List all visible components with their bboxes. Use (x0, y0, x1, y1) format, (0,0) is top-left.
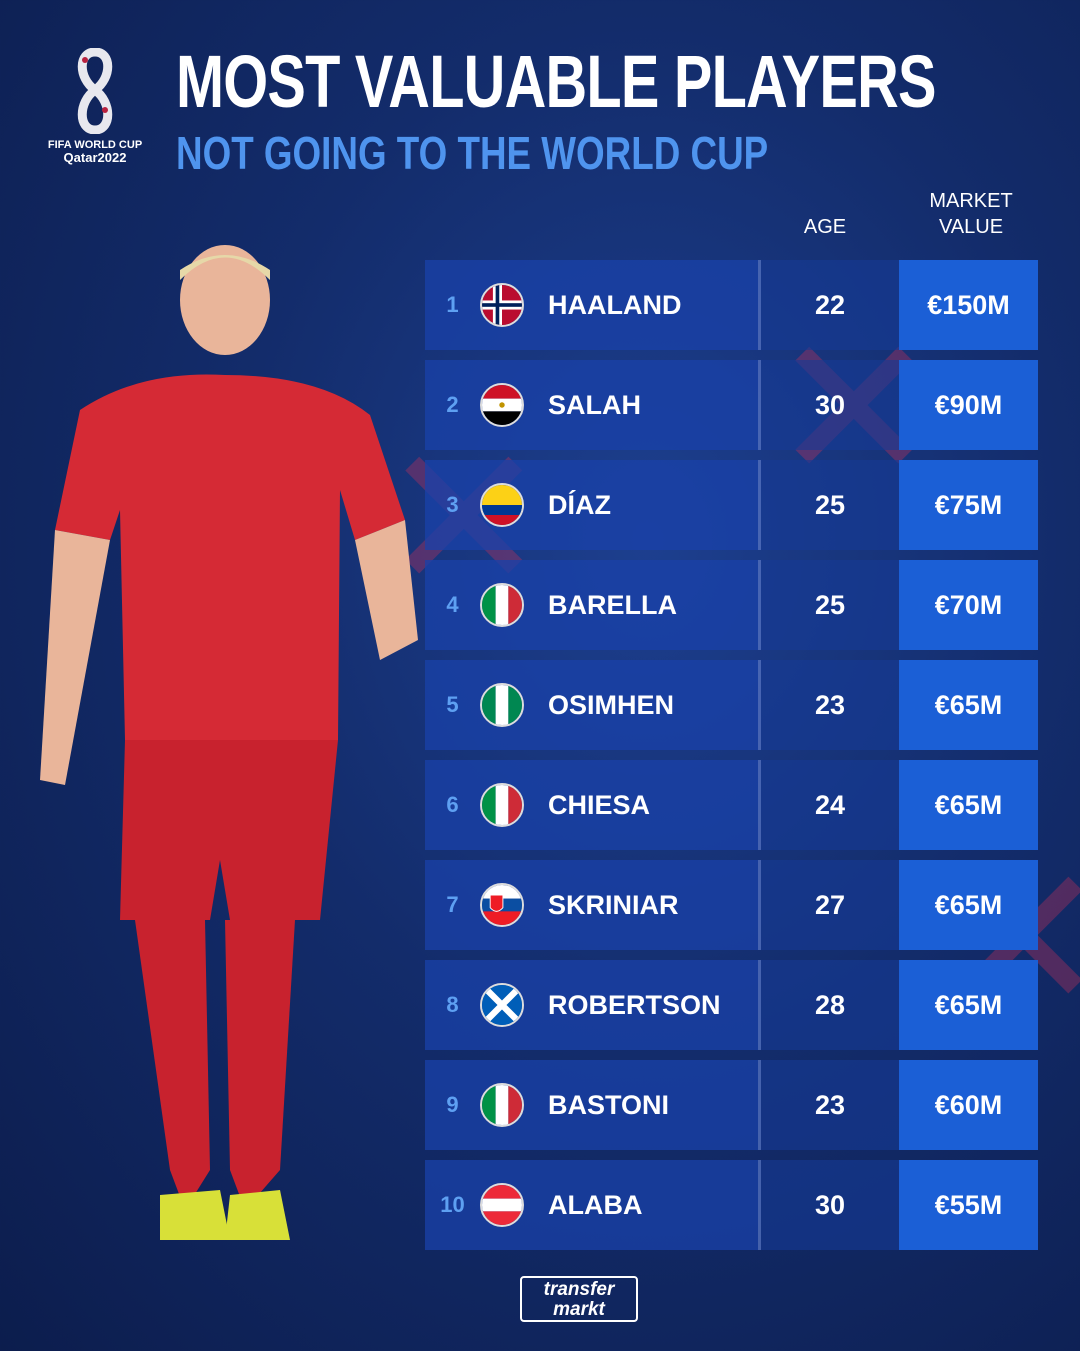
table-row: 10 ALABA 30 €55M (425, 1160, 1038, 1250)
page-subtitle: NOT GOING TO THE WORLD CUP (176, 127, 769, 179)
market-value-cell: €65M (899, 660, 1038, 750)
market-value-cell: €60M (899, 1060, 1038, 1150)
player-name: BASTONI (548, 1089, 670, 1120)
player-cell: 5 OSIMHEN (425, 660, 761, 750)
austria-flag-icon (480, 1183, 524, 1227)
market-value-cell: €70M (899, 560, 1038, 650)
table-row: 3 DÍAZ 25 €75M (425, 460, 1038, 550)
age-cell: 28 (761, 960, 899, 1050)
player-name: HAALAND (548, 289, 682, 320)
player-name: CHIESA (548, 789, 651, 820)
table-row: 2 SALAH 30 €90M (425, 360, 1038, 450)
nigeria-flag-icon (480, 683, 524, 727)
player-cell: 10 ALABA (425, 1160, 761, 1250)
player-photo (40, 245, 418, 1240)
tm-logo-line1: transfer (543, 1279, 615, 1300)
logo-text-2: Qatar2022 (63, 150, 127, 165)
tm-logo-line2: markt (553, 1299, 605, 1320)
market-value-cell: €90M (899, 360, 1038, 450)
player-name: OSIMHEN (548, 689, 675, 720)
player-cell: 4 BARELLA (425, 560, 761, 650)
colombia-flag-icon (480, 483, 524, 527)
rank: 5 (446, 692, 459, 717)
rank: 6 (446, 792, 459, 817)
age-cell: 23 (761, 660, 899, 750)
player-cell: 3 DÍAZ (425, 460, 761, 550)
egypt-flag-icon (480, 383, 524, 427)
age-cell: 30 (761, 360, 899, 450)
table-row: 5 OSIMHEN 23 €65M (425, 660, 1038, 750)
table-row: 7 SKRINIAR 27 €65M (425, 860, 1038, 950)
player-cell: 9 BASTONI (425, 1060, 761, 1150)
logo-text-1: FIFA WORLD CUP (47, 139, 143, 151)
table-row: 8 ROBERTSON 28 €65M (425, 960, 1038, 1050)
player-name: SALAH (548, 389, 641, 420)
table-row: 6 CHIESA 24 €65M (425, 760, 1038, 850)
player-cell: 7 SKRINIAR (425, 860, 761, 950)
age-cell: 30 (761, 1160, 899, 1250)
table-row: 4 BARELLA 25 €70M (425, 560, 1038, 650)
market-value-cell: €65M (899, 860, 1038, 950)
market-value-cell: €65M (899, 760, 1038, 850)
market-value-header-line2: VALUE (938, 216, 1004, 238)
trophy-emblem-icon (77, 47, 113, 135)
player-cell: 1 HAALAND (425, 260, 761, 350)
player-name: SKRINIAR (548, 889, 679, 920)
player-name: ROBERTSON (548, 989, 721, 1020)
italy-flag-icon (480, 1083, 524, 1127)
player-cell: 2 SALAH (425, 360, 761, 450)
age-cell: 24 (761, 760, 899, 850)
market-value-cell: €75M (899, 460, 1038, 550)
rank: 4 (446, 592, 459, 617)
rank: 9 (446, 1092, 459, 1117)
italy-flag-icon (480, 583, 524, 627)
rank: 8 (446, 992, 459, 1017)
market-value-cell: €55M (899, 1160, 1038, 1250)
transfermarkt-logo: transfer markt (520, 1276, 638, 1322)
italy-flag-icon (480, 783, 524, 827)
age-cell: 23 (761, 1060, 899, 1150)
player-cell: 6 CHIESA (425, 760, 761, 850)
table-row: 1 HAALAND 22 €150M (425, 260, 1038, 350)
rank: 7 (446, 892, 459, 917)
table-row: 9 BASTONI 23 €60M (425, 1060, 1038, 1150)
player-name: DÍAZ (548, 489, 611, 520)
rank: 3 (446, 492, 459, 517)
player-name: ALABA (548, 1189, 643, 1220)
norway-flag-icon (480, 283, 524, 327)
market-value-cell: €150M (899, 260, 1038, 350)
world-cup-logo: FIFA WORLD CUP Qatar2022 (45, 47, 145, 165)
rank: 10 (440, 1192, 465, 1217)
slovakia-flag-icon (480, 883, 524, 927)
market-value-header: MARKET VALUE (905, 188, 1037, 240)
age-cell: 27 (761, 860, 899, 950)
scotland-flag-icon (480, 983, 524, 1027)
market-value-header-line1: MARKET (929, 190, 1013, 212)
age-cell: 22 (761, 260, 899, 350)
player-cell: 8 ROBERTSON (425, 960, 761, 1050)
age-cell: 25 (761, 460, 899, 550)
age-cell: 25 (761, 560, 899, 650)
player-name: BARELLA (548, 589, 677, 620)
market-value-cell: €65M (899, 960, 1038, 1050)
age-header: AGE (803, 216, 847, 238)
rank: 2 (446, 392, 459, 417)
rank: 1 (446, 292, 459, 317)
page-title: MOST VALUABLE PLAYERS (176, 40, 936, 123)
